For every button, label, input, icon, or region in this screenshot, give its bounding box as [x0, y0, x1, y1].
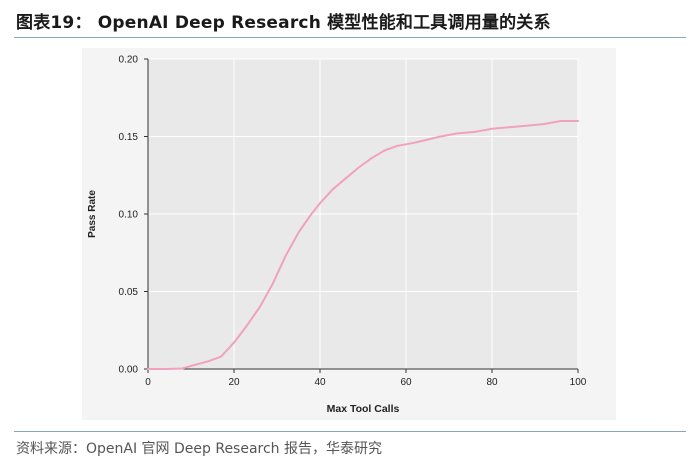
- x-tick-label: 40: [314, 377, 326, 388]
- y-axis-ticks: 0.00 0.05 0.10 0.15 0.20: [119, 55, 148, 376]
- series-line-deep-research: [147, 120, 579, 370]
- y-tick-label: 0.15: [119, 132, 139, 143]
- y-tick-label: 0.10: [119, 210, 139, 221]
- x-tick-label: 80: [486, 377, 498, 388]
- x-tick-label: 0: [145, 377, 151, 388]
- y-tick-label: 0.00: [119, 365, 139, 376]
- x-tick-label: 20: [228, 377, 240, 388]
- x-tick-label: 60: [400, 377, 412, 388]
- figure-title: 图表19： OpenAI Deep Research 模型性能和工具调用量的关系: [16, 13, 551, 33]
- x-tick-label: 100: [570, 377, 587, 388]
- y-axis-label: Pass Rate: [87, 190, 98, 238]
- x-axis-label: Max Tool Calls: [327, 403, 400, 415]
- source-divider: [14, 431, 686, 432]
- x-axis-ticks: 0 20 40 60 80 100: [145, 369, 587, 388]
- title-divider: [14, 37, 686, 38]
- source-note: 资料来源：OpenAI 官网 Deep Research 报告，华泰研究: [16, 441, 383, 457]
- y-tick-label: 0.05: [119, 287, 139, 298]
- series-group: [147, 120, 579, 370]
- y-tick-label: 0.20: [119, 55, 139, 66]
